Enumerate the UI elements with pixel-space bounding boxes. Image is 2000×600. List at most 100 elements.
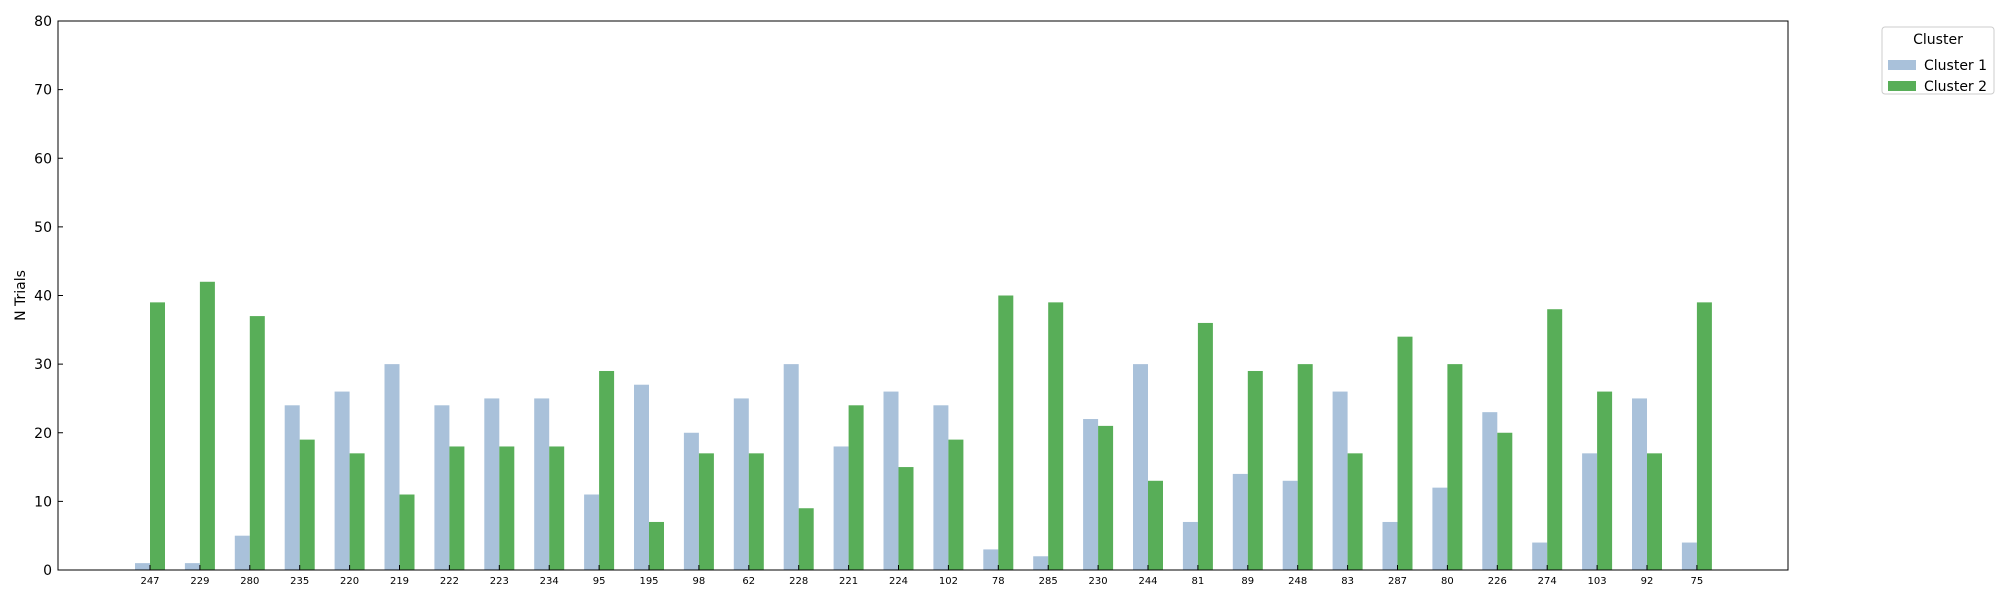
y-tick-label: 0 — [43, 563, 52, 579]
legend-swatch-cluster-2 — [1888, 81, 1916, 91]
bar-cluster-2-280 — [249, 316, 265, 570]
bar-cluster-1-83 — [1332, 391, 1348, 570]
x-tick-label: 195 — [639, 576, 658, 587]
x-tick-label: 247 — [140, 576, 159, 587]
bar-cluster-2-83 — [1347, 453, 1363, 570]
bar-cluster-2-244 — [1148, 480, 1163, 570]
y-tick-label: 10 — [34, 494, 52, 510]
bar-cluster-2-78 — [998, 295, 1014, 570]
bar-cluster-1-244 — [1133, 364, 1148, 570]
bar-cluster-2-81 — [1197, 322, 1213, 570]
bars-group — [135, 281, 1712, 570]
x-tick-label: 62 — [742, 576, 755, 587]
bar-cluster-1-274 — [1532, 542, 1548, 570]
x-tick-label: 80 — [1441, 576, 1454, 587]
legend-swatch-cluster-1 — [1888, 60, 1916, 70]
bar-cluster-2-230 — [1098, 425, 1114, 570]
bar-cluster-1-219 — [384, 364, 400, 570]
x-tick-label: 287 — [1388, 576, 1407, 587]
bar-cluster-2-195 — [649, 521, 664, 570]
y-tick-label: 70 — [34, 83, 52, 99]
bar-cluster-2-102 — [948, 439, 964, 570]
x-tick-label: 92 — [1641, 576, 1654, 587]
bar-cluster-1-230 — [1083, 419, 1099, 570]
bar-cluster-1-235 — [284, 405, 300, 570]
bar-cluster-1-280 — [234, 535, 250, 570]
legend-box — [1881, 26, 1995, 95]
bar-cluster-2-221 — [848, 405, 864, 570]
x-axis: 247 229 280 235 220 219 222 223 234 95 195 98 62 228 2… — [140, 565, 1703, 587]
bar-cluster-1-80 — [1432, 487, 1448, 570]
y-axis-label: N Trials — [13, 270, 29, 321]
bar-cluster-2-224 — [898, 467, 914, 570]
bar-cluster-1-287 — [1382, 521, 1398, 570]
x-tick-label: 221 — [839, 576, 858, 587]
y-tick-label: 50 — [34, 220, 52, 236]
bar-cluster-2-223 — [499, 446, 515, 570]
x-tick-label: 234 — [540, 576, 559, 587]
bar-cluster-1-81 — [1182, 521, 1198, 570]
x-tick-label: 274 — [1538, 576, 1557, 587]
x-tick-label: 235 — [290, 576, 309, 587]
bar-cluster-1-220 — [334, 391, 350, 570]
bar-cluster-2-62 — [748, 453, 764, 570]
bar-cluster-2-226 — [1497, 432, 1513, 570]
x-tick-label: 75 — [1691, 576, 1704, 587]
x-tick-label: 83 — [1341, 576, 1354, 587]
x-tick-label: 103 — [1588, 576, 1607, 587]
bar-cluster-1-75 — [1681, 542, 1697, 570]
bar-cluster-2-95 — [599, 370, 615, 570]
bar-cluster-2-287 — [1397, 336, 1413, 570]
bar-cluster-1-285 — [1033, 556, 1049, 570]
x-tick-label: 230 — [1089, 576, 1108, 587]
bar-cluster-1-228 — [783, 364, 799, 570]
bar-cluster-1-92 — [1632, 398, 1647, 570]
x-tick-label: 98 — [693, 576, 706, 587]
bar-cluster-2-248 — [1297, 364, 1313, 570]
bar-cluster-1-195 — [634, 384, 649, 570]
x-tick-label: 222 — [440, 576, 459, 587]
bar-cluster-2-103 — [1597, 391, 1613, 570]
bar-cluster-2-274 — [1547, 309, 1563, 570]
bar-cluster-1-248 — [1282, 480, 1298, 570]
bar-cluster-2-89 — [1247, 370, 1263, 570]
x-tick-label: 248 — [1288, 576, 1307, 587]
y-axis: 0 10 20 30 40 50 60 70 80 — [34, 14, 63, 579]
x-tick-label: 220 — [340, 576, 359, 587]
bar-cluster-2-285 — [1048, 302, 1064, 570]
bar-cluster-2-247 — [150, 302, 165, 570]
bar-cluster-2-80 — [1447, 364, 1463, 570]
bar-cluster-1-223 — [484, 398, 500, 570]
y-tick-label: 20 — [34, 426, 52, 442]
bar-cluster-1-247 — [135, 563, 150, 570]
x-tick-label: 223 — [490, 576, 509, 587]
bar-cluster-1-95 — [584, 494, 600, 570]
bar-cluster-2-219 — [399, 494, 415, 570]
x-tick-label: 81 — [1192, 576, 1205, 587]
bar-cluster-1-229 — [184, 563, 200, 570]
plot-area-frame — [57, 20, 1789, 571]
bar-cluster-2-229 — [199, 281, 215, 570]
bar-cluster-2-98 — [698, 453, 714, 570]
x-tick-label: 224 — [889, 576, 908, 587]
bar-cluster-2-220 — [349, 453, 365, 570]
bar-cluster-1-226 — [1482, 412, 1498, 570]
x-tick-label: 78 — [992, 576, 1005, 587]
bar-cluster-2-234 — [549, 446, 565, 570]
x-tick-label: 280 — [240, 576, 259, 587]
bar-cluster-1-98 — [683, 432, 699, 570]
x-tick-label: 95 — [593, 576, 606, 587]
x-tick-label: 228 — [789, 576, 808, 587]
bar-cluster-1-222 — [434, 405, 450, 570]
bar-cluster-1-224 — [883, 391, 899, 570]
bar-cluster-2-75 — [1696, 302, 1712, 570]
x-tick-label: 219 — [390, 576, 409, 587]
bar-cluster-1-102 — [933, 405, 949, 570]
y-tick-label: 80 — [34, 14, 52, 30]
legend: Cluster Cluster 1 Cluster 2 — [1881, 26, 1995, 95]
bar-cluster-1-103 — [1582, 453, 1598, 570]
y-tick-label: 30 — [34, 357, 52, 373]
y-tick-label: 40 — [34, 289, 52, 305]
bar-cluster-2-92 — [1647, 453, 1662, 570]
